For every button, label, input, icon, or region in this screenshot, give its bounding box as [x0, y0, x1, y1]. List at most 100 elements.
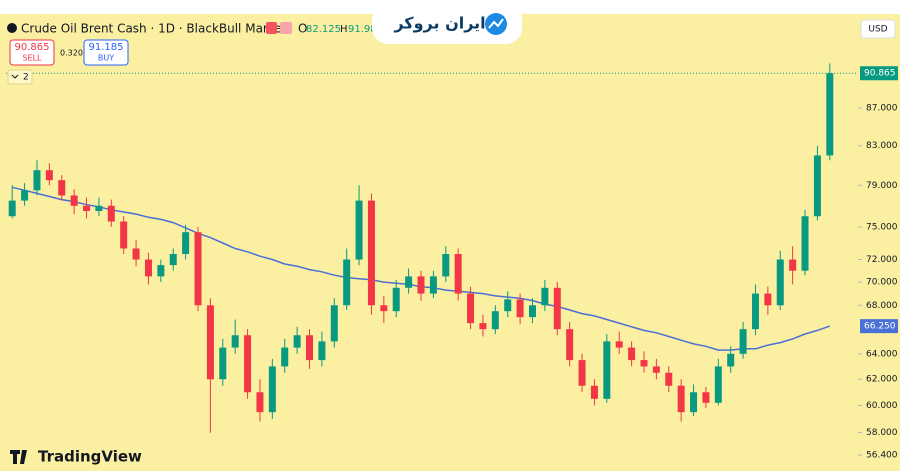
indicators-toggle[interactable] [7, 69, 33, 85]
candle-body [454, 253, 462, 294]
status-icon [280, 22, 292, 34]
candle-body [330, 305, 338, 342]
tv-logo [10, 450, 27, 464]
candle-body [467, 293, 475, 324]
buy-label[interactable]: BUY [98, 54, 114, 63]
candle-body [293, 335, 301, 348]
candle-body [578, 360, 586, 386]
candle-body [677, 385, 685, 413]
candle-body [739, 329, 747, 354]
y-tick-label: 64.000 [866, 349, 898, 359]
last-price-label: 90.865 [864, 69, 896, 79]
candle-body [714, 366, 722, 403]
candle-body [169, 253, 177, 266]
chevron [11, 74, 19, 79]
candle-body [33, 170, 41, 191]
candle-body [491, 311, 499, 330]
symbol-icon [7, 23, 17, 33]
sell-button[interactable] [9, 39, 55, 66]
y-tick-label: 56.400 [866, 451, 898, 461]
spread: 0.320 [60, 49, 83, 58]
y-tick-label: 60.000 [866, 401, 898, 411]
candle-body [70, 195, 78, 206]
candle-body [194, 232, 202, 306]
candle-body [21, 190, 29, 201]
candle-body [528, 305, 536, 318]
currency[interactable]: USD [868, 25, 887, 35]
candle-body [392, 287, 400, 312]
plot-area: 87.000 83.000 79.000 75.000 72.000 70.000 68.0… [6, 63, 898, 461]
candle-body [417, 276, 425, 294]
ohlc-open: 82.125 [306, 24, 341, 35]
candle-body [665, 372, 673, 386]
candle-body [306, 335, 314, 361]
candle-body [231, 335, 239, 348]
ma-price-box [860, 319, 898, 334]
brand-overlay-box [372, 4, 522, 44]
candle-body [343, 259, 351, 306]
ohlc-high-label: H [340, 24, 348, 35]
candle-body [801, 216, 809, 271]
candle-body [206, 305, 214, 380]
sell-price[interactable]: 90.865 [15, 42, 50, 53]
candle-body [789, 259, 797, 271]
candle-body [83, 205, 91, 211]
indicators-count[interactable]: 2 [23, 73, 29, 83]
candle-body [553, 287, 561, 330]
candle-body [405, 276, 413, 288]
candle-body [219, 347, 227, 380]
footer-brand: TradingView [38, 448, 142, 466]
candle-body [107, 205, 115, 222]
last-price-box [860, 66, 898, 81]
y-tick-label: 83.000 [866, 141, 898, 151]
ohlc-high: 91.985 [348, 24, 383, 35]
y-tick-label: 79.000 [866, 181, 898, 191]
candle-body [516, 299, 524, 318]
candle-body [690, 392, 698, 413]
candle-body [813, 155, 821, 217]
y-tick-label: 58.000 [866, 428, 898, 438]
candle-body [640, 360, 648, 367]
chart-title: Crude Oil Brent Cash · 1D · BlackBull Ma… [21, 22, 293, 36]
candle-body [615, 341, 623, 348]
candle-body [144, 259, 152, 277]
candle-body [182, 232, 190, 254]
candle-body [281, 347, 289, 367]
y-tick-label: 62.000 [866, 375, 898, 385]
brand-icon-line [488, 18, 504, 29]
y-tick-label: 87.000 [866, 104, 898, 114]
candle-body [603, 341, 611, 399]
candle-body [157, 265, 165, 277]
buy-price[interactable]: 91.185 [89, 42, 124, 53]
candle-body [442, 253, 450, 277]
candle-body [776, 259, 784, 306]
candle-body [95, 205, 103, 211]
brand-overlay: ایران بروکر [393, 14, 485, 33]
candle-body [652, 366, 660, 373]
candle-body [702, 392, 710, 403]
y-tick-label: 75.000 [866, 222, 898, 232]
candle-body [751, 293, 759, 330]
sell-label[interactable]: SELL [22, 54, 42, 63]
candle-body [764, 293, 772, 306]
candle-body [727, 353, 735, 367]
y-tick-label: 70.000 [866, 278, 898, 288]
candle-body [628, 347, 636, 361]
candle-body [380, 305, 388, 312]
candle-body [120, 221, 128, 249]
candle-body [504, 299, 512, 312]
ma-price-label: 66.250 [864, 322, 896, 332]
candle-body [58, 180, 66, 196]
candle-body [244, 335, 252, 393]
candle-body [429, 276, 437, 294]
y-tick-label: 72.000 [866, 255, 898, 265]
currency-box[interactable] [860, 19, 896, 39]
candle-body [8, 200, 16, 217]
candle-body [45, 170, 53, 181]
y-tick-label: 68.000 [866, 301, 898, 311]
candle-body [268, 366, 276, 413]
ohlc-open-label: O [298, 22, 307, 36]
candle-body [318, 341, 326, 361]
buy-button[interactable] [83, 39, 129, 66]
